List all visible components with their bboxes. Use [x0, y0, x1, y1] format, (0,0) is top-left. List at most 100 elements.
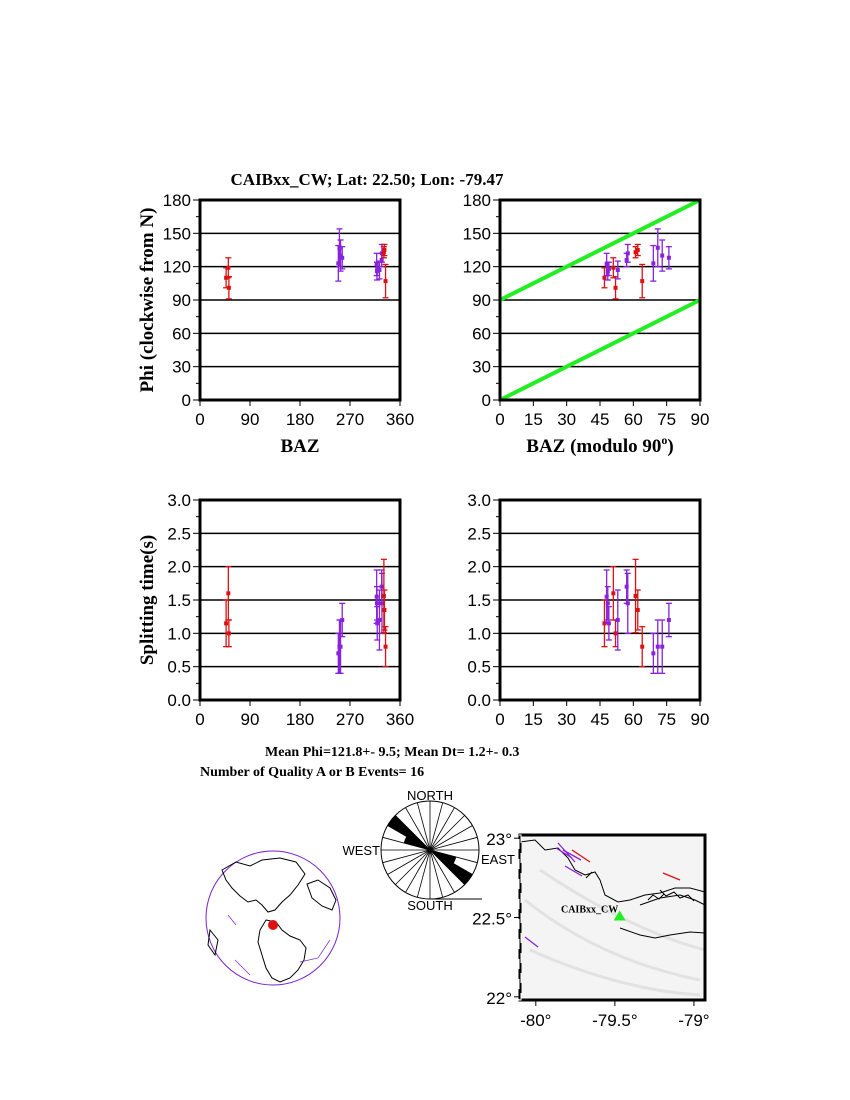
x-tick-label: 90 [241, 710, 260, 729]
lon-tick-label: -79.5° [592, 1011, 638, 1030]
x-tick-label: 360 [386, 710, 414, 729]
plot-frame [498, 498, 702, 702]
rose-spoke [405, 849, 431, 893]
event-marker [382, 263, 389, 299]
plot-frame [198, 498, 402, 702]
y-tick-label: 3.0 [467, 491, 491, 510]
lat-tick-label: 22.5° [472, 910, 512, 929]
y-axis-label-phi: Phi (clockwise from N) [137, 208, 158, 393]
lat-tick-label: 22° [486, 989, 512, 1008]
rose-label-south: SOUTH [407, 898, 453, 913]
rose-spoke [429, 849, 465, 885]
rose-spoke [387, 825, 431, 851]
event-marker [337, 239, 344, 272]
event-marker [225, 257, 232, 279]
data-point [226, 631, 231, 636]
data-point [611, 591, 616, 596]
dt-vs-baz-mod90-panel: 0.0 0.5 1.0 1.5 2.0 2.5 3.0 0 15 30 45 60 75 90 [467, 491, 709, 729]
globe-graticule [227, 914, 331, 976]
y-tick-label: 120 [163, 258, 191, 277]
x-tick-label: 75 [657, 410, 676, 429]
phi-vs-baz-panel: 0 30 60 90 120 150 180 0 90 180 270 360 [163, 191, 415, 429]
dt-vs-baz-panel: 0.0 0.5 1.0 1.5 2.0 2.5 3.0 0 90 180 270 360 [167, 491, 414, 729]
event-marker [381, 243, 388, 257]
phi-vs-baz-mod90-panel: 0 30 60 90 120 150 180 0 15 30 45 60 75 90 [463, 191, 710, 429]
y-tick-label: 0 [182, 391, 191, 410]
event-marker [604, 586, 611, 621]
x-axis-label-baz-mod90: BAZ (modulo 90o) [526, 433, 673, 457]
y-tick-label: 1.0 [167, 624, 191, 643]
rose-spoke [429, 849, 455, 893]
y-tick-label: 150 [463, 224, 491, 243]
x-tick-label: 0 [195, 710, 204, 729]
event-marker [605, 606, 612, 641]
y-tick-label: 0.0 [167, 691, 191, 710]
event-marker [614, 260, 621, 280]
rose-spoke [429, 825, 473, 851]
x-tick-label: 60 [624, 710, 643, 729]
y-tick-label: 60 [172, 324, 191, 343]
data-point [624, 584, 629, 589]
event-marker [654, 228, 661, 268]
splitting-vector [564, 865, 583, 877]
y-tick-label: 3.0 [167, 491, 191, 510]
rose-spoke [395, 815, 431, 851]
data-point [606, 266, 611, 271]
rose-spoke [416, 802, 431, 851]
event-marker [650, 632, 657, 674]
data-point [640, 644, 645, 649]
splitting-vector [662, 872, 681, 881]
data-point [374, 601, 379, 606]
lon-tick-label: -79° [678, 1011, 709, 1030]
data-point [640, 279, 645, 284]
y-tick-label: 90 [472, 291, 491, 310]
data-point [375, 621, 380, 626]
event-marker [624, 243, 631, 263]
y-axis-label-splitting-time: Splitting time(s) [137, 535, 158, 665]
data-point [615, 618, 620, 622]
mean-summary: Mean Phi=121.8+- 9.5; Mean Dt= 1.2+- 0.3 [265, 745, 519, 760]
data-point [340, 255, 345, 260]
x-tick-label: 180 [286, 710, 314, 729]
rose-spoke [387, 849, 431, 875]
y-tick-label: 0.0 [467, 691, 491, 710]
rose-spoke [395, 849, 431, 885]
rose-diagram: NORTH SOUTH WEST EAST [342, 788, 515, 913]
rose-spoke [405, 807, 431, 851]
y-tick-label: 2.0 [467, 558, 491, 577]
x-tick-label: 30 [557, 410, 576, 429]
data-point [336, 651, 341, 656]
event-marker [225, 566, 232, 621]
x-tick-label: 180 [286, 410, 314, 429]
x-axis-label-baz: BAZ [280, 436, 319, 457]
event-marker [634, 243, 641, 257]
data-point [660, 253, 665, 258]
rose-spoke [429, 849, 444, 898]
data-point [226, 265, 231, 270]
data-point [613, 285, 618, 290]
data-point [625, 601, 630, 606]
x-tick-label: 270 [336, 410, 364, 429]
rose-wedge [430, 850, 473, 885]
data-point [379, 601, 384, 606]
x-tick-label: 45 [591, 710, 610, 729]
reference-line [499, 198, 701, 302]
event-marker [659, 239, 666, 272]
data-point [604, 594, 609, 599]
x-tick-label: 60 [624, 410, 643, 429]
data-point [655, 644, 660, 649]
rose-spoke [416, 849, 431, 898]
lat-tick-label: 23° [486, 830, 512, 849]
rose-spoke [382, 836, 431, 851]
station-marker-globe [268, 920, 278, 930]
rose-spoke [429, 815, 465, 851]
y-tick-label: 2.5 [467, 524, 491, 543]
x-tick-label: 75 [657, 710, 676, 729]
y-tick-label: 180 [463, 191, 491, 210]
rose-label-north: NORTH [407, 788, 453, 803]
data-point [651, 651, 656, 656]
y-tick-label: 2.5 [167, 524, 191, 543]
data-point [624, 258, 629, 262]
data-point [337, 245, 342, 250]
y-tick-label: 90 [172, 291, 191, 310]
